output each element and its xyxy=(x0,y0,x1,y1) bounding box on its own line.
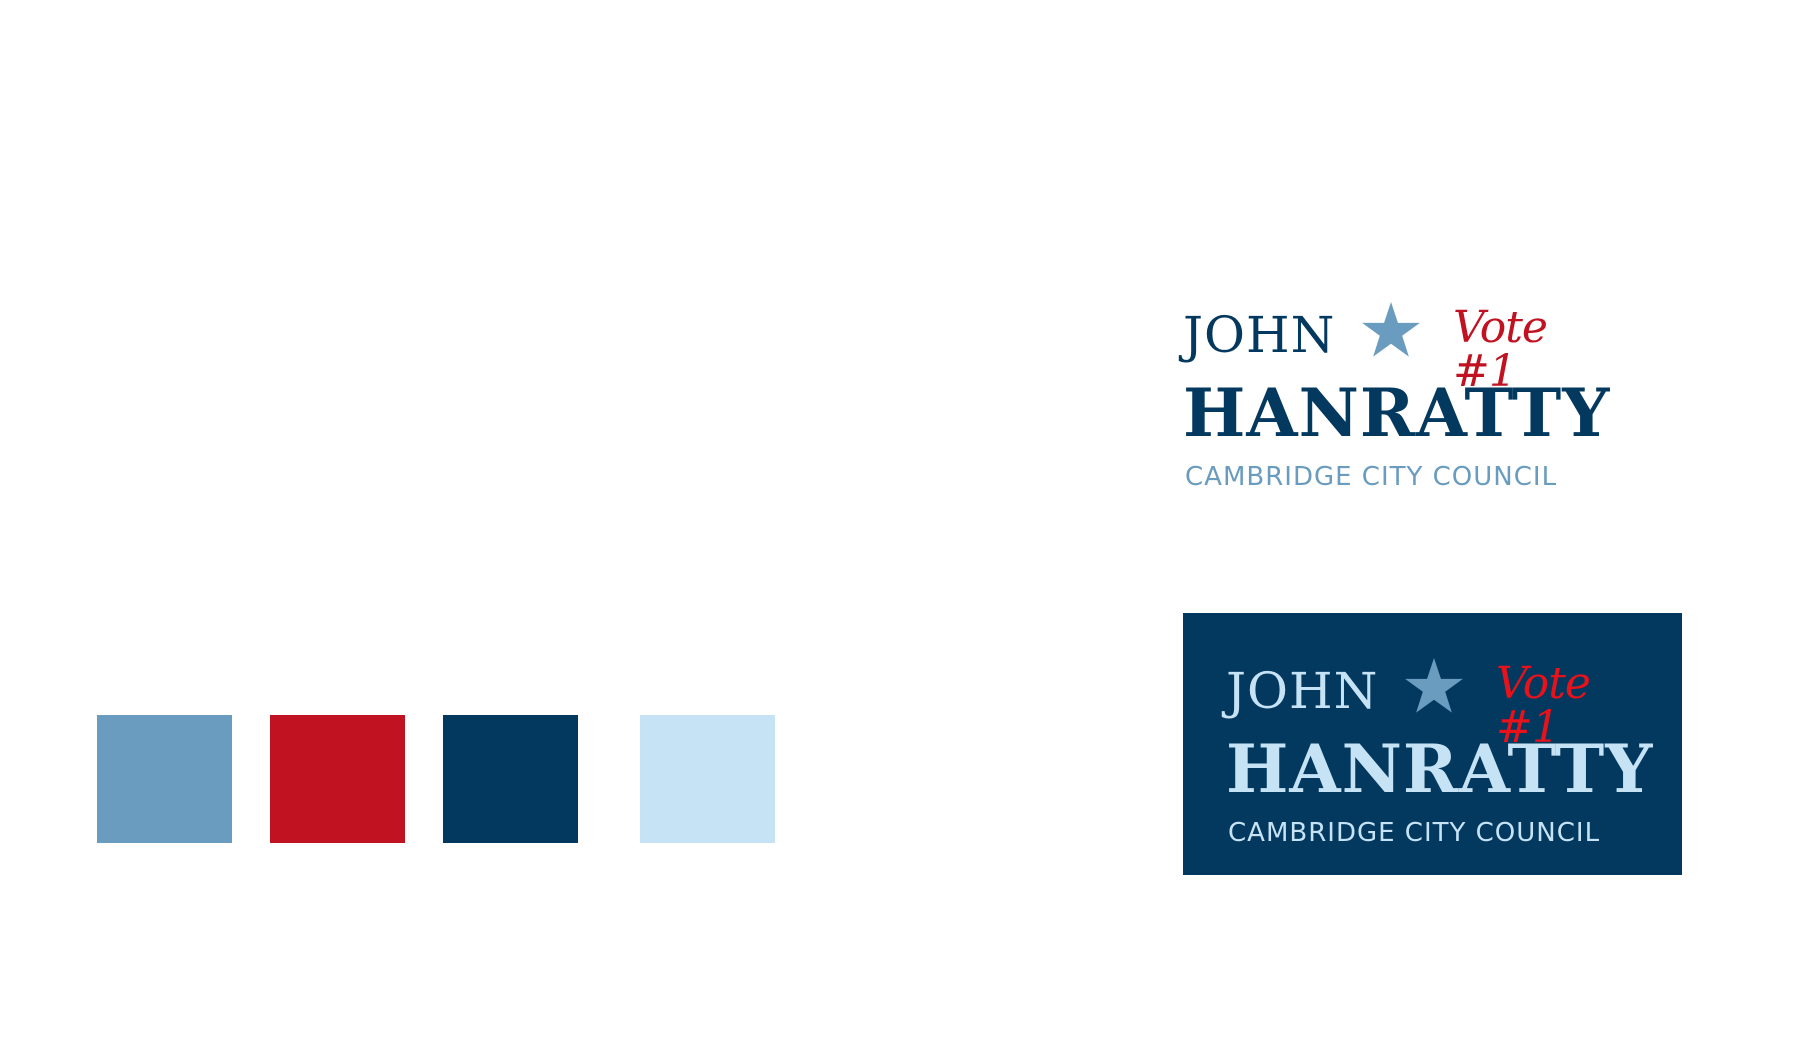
logo-subtitle: CAMBRIDGE CITY COUNCIL xyxy=(1185,462,1558,492)
logo-subtitle: CAMBRIDGE CITY COUNCIL xyxy=(1228,818,1601,848)
logo-first-name: JOHN xyxy=(1226,662,1379,720)
color-swatch-steel-blue xyxy=(97,715,232,843)
color-swatch-light-blue xyxy=(640,715,775,843)
logo-vote-text: Vote #1 xyxy=(1453,302,1548,397)
logo-first-name: JOHN xyxy=(1183,306,1336,364)
logo-dark-version: JOHN Vote #1 HANRATTY CAMBRIDGE CITY COU… xyxy=(1183,613,1682,875)
logo-last-name: HANRATTY xyxy=(1226,730,1654,808)
logo-light-content: JOHN Vote #1 HANRATTY CAMBRIDGE CITY COU… xyxy=(1183,296,1613,496)
logo-vote-text: Vote #1 xyxy=(1496,658,1591,753)
star-icon xyxy=(1405,658,1463,713)
star-icon xyxy=(1362,302,1420,357)
color-swatch-red xyxy=(270,715,405,843)
logo-light-version: JOHN Vote #1 HANRATTY CAMBRIDGE CITY COU… xyxy=(1183,296,1613,496)
logo-dark-content: JOHN Vote #1 HANRATTY CAMBRIDGE CITY COU… xyxy=(1226,652,1656,852)
color-swatch-navy xyxy=(443,715,578,843)
logo-last-name: HANRATTY xyxy=(1183,374,1611,452)
